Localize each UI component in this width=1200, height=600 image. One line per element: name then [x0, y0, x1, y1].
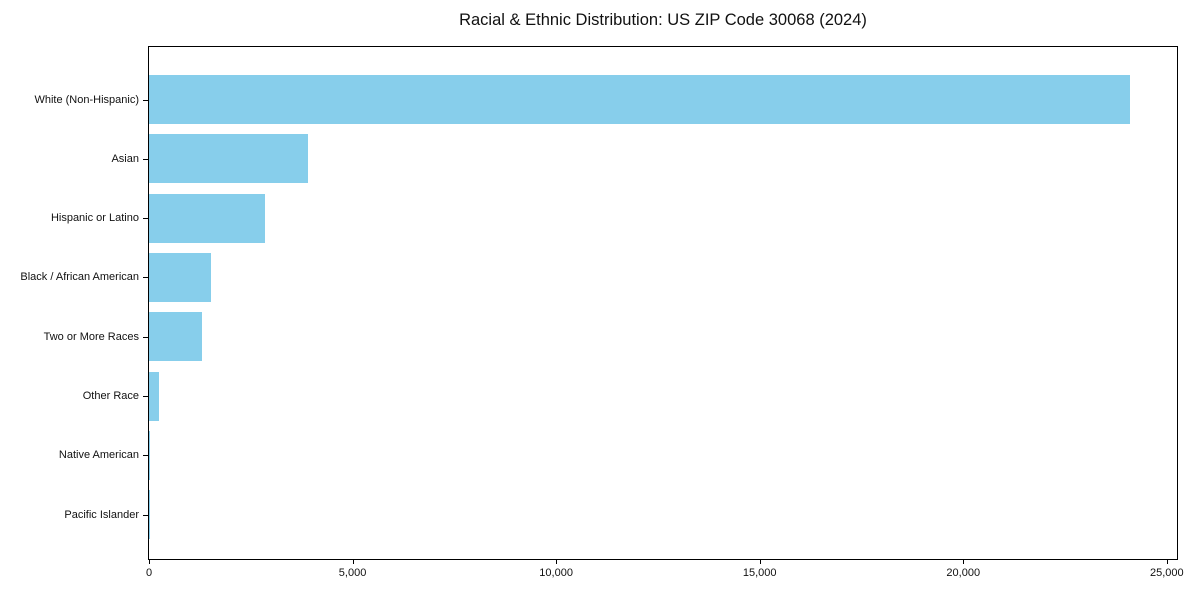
x-tick-label: 15,000 [742, 567, 777, 579]
bar-row [149, 312, 1177, 362]
y-tick [143, 277, 149, 279]
y-tick [143, 158, 149, 160]
x-tick-label: 20,000 [946, 567, 981, 579]
plot-area: White (Non-Hispanic) Asian Hispanic or Lat… [20, 46, 1184, 579]
x-tick-label: 25,000 [1149, 567, 1184, 579]
bar-row [149, 371, 1177, 421]
bar-asian [149, 134, 308, 184]
x-tick [1166, 559, 1168, 564]
y-tick-label: Asian [111, 152, 139, 165]
x-tick-label: 0 [145, 567, 153, 579]
y-tick-label: White (Non-Hispanic) [34, 93, 139, 106]
bar-black-african-american [149, 252, 211, 302]
y-tick-label: Pacific Islander [64, 508, 139, 521]
x-tick [963, 559, 965, 564]
y-tick-label: Native American [58, 449, 139, 462]
bar-row [149, 252, 1177, 302]
y-tick [143, 218, 149, 220]
bar-row [149, 430, 1177, 480]
bar-row [149, 490, 1177, 540]
y-tick-label: Hispanic or Latino [50, 212, 139, 225]
bar-two-or-more-races [149, 312, 202, 362]
x-tick [352, 559, 354, 564]
x-tick [556, 559, 558, 564]
y-tick-label: Two or More Races [43, 330, 139, 343]
y-tick-label: Other Race [82, 390, 139, 402]
bar-row [149, 193, 1177, 243]
bar-row [149, 134, 1177, 184]
x-tick [149, 559, 150, 564]
y-tick [143, 514, 149, 516]
chart-title: Racial & Ethnic Distribution: US ZIP Cod… [459, 11, 867, 29]
bars-layer [149, 47, 1177, 559]
x-tick [759, 559, 761, 564]
bar-other-race [149, 371, 160, 421]
y-tick [143, 336, 149, 338]
y-tick-label: Black / African American [20, 271, 139, 284]
bar-row [149, 75, 1177, 124]
y-tick [143, 455, 149, 457]
bar-white-non-hispanic [149, 75, 1131, 124]
y-tick [143, 99, 149, 101]
x-tick-label: 5,000 [338, 567, 367, 579]
y-tick [143, 396, 149, 397]
x-tick-label: 10,000 [539, 567, 573, 579]
bar-hispanic-or-latino [149, 193, 266, 243]
